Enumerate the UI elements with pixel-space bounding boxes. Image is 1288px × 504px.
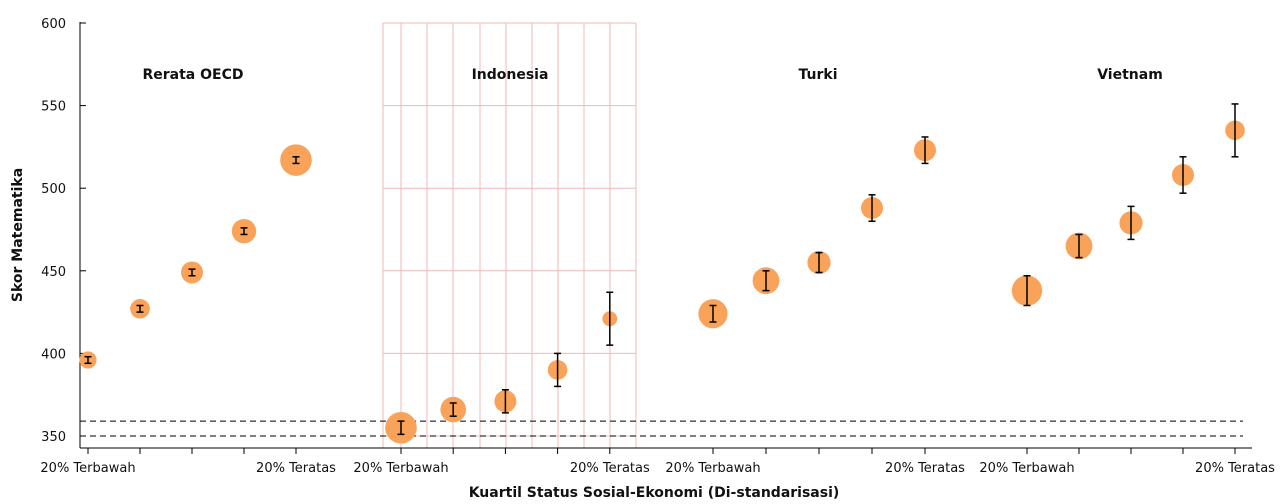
error-bar — [921, 136, 929, 165]
reference-lines — [80, 420, 1243, 437]
panel-titles: Rerata OECD Indonesia Turki Vietnam — [142, 67, 1162, 83]
y-ticks: 350 400 450 500 550 600 — [41, 17, 86, 445]
x-tick-label-last: 20% Teratas — [256, 461, 336, 476]
error-bar — [868, 194, 876, 222]
error-bar — [1075, 233, 1083, 259]
error-bar — [188, 268, 196, 277]
x-tick-label-first: 20% Terbawah — [665, 461, 760, 476]
panel-title: Vietnam — [1097, 67, 1163, 83]
error-bar — [1023, 275, 1031, 307]
error-bar — [501, 388, 509, 414]
data-points — [79, 103, 1245, 444]
error-bar — [240, 227, 248, 236]
error-bar — [1179, 156, 1187, 194]
panel-title: Turki — [799, 67, 838, 83]
x-tick-label-first: 20% Terbawah — [353, 461, 448, 476]
error-bar — [449, 402, 457, 417]
panel-title: Indonesia — [472, 67, 549, 83]
y-tick-label: 450 — [41, 265, 66, 280]
x-tick-label-first: 20% Terbawah — [979, 461, 1074, 476]
error-bar — [762, 270, 770, 292]
error-bar — [1231, 103, 1239, 158]
x-tick-label-last: 20% Teratas — [570, 461, 650, 476]
grid-layer — [382, 22, 637, 448]
y-axis-title: Skor Matematika — [10, 168, 26, 302]
y-tick-label: 500 — [41, 182, 66, 197]
error-bar — [84, 355, 92, 365]
x-tick-label-last: 20% Teratas — [885, 461, 965, 476]
error-bar — [815, 251, 823, 274]
y-tick-label: 350 — [41, 430, 66, 445]
x-tick-label-first: 20% Terbawah — [40, 461, 135, 476]
axes — [79, 22, 1252, 449]
y-tick-label: 550 — [41, 100, 66, 115]
error-bar — [709, 304, 717, 323]
y-tick-label: 600 — [41, 17, 66, 32]
panel-title: Rerata OECD — [142, 67, 243, 83]
error-bar — [136, 304, 144, 313]
error-bar — [292, 156, 300, 165]
error-bar — [554, 352, 562, 388]
error-bar — [606, 291, 614, 346]
error-bar — [1127, 205, 1135, 241]
x-tick-label-last: 20% Teratas — [1195, 461, 1275, 476]
error-bar — [397, 420, 405, 436]
x-ticks: 20% Terbawah 20% Teratas 20% Terbawah 20% T… — [40, 448, 1275, 476]
x-axis-title: Kuartil Status Sosial-Ekonomi (Di-standa… — [469, 485, 840, 501]
y-tick-label: 400 — [41, 347, 66, 362]
